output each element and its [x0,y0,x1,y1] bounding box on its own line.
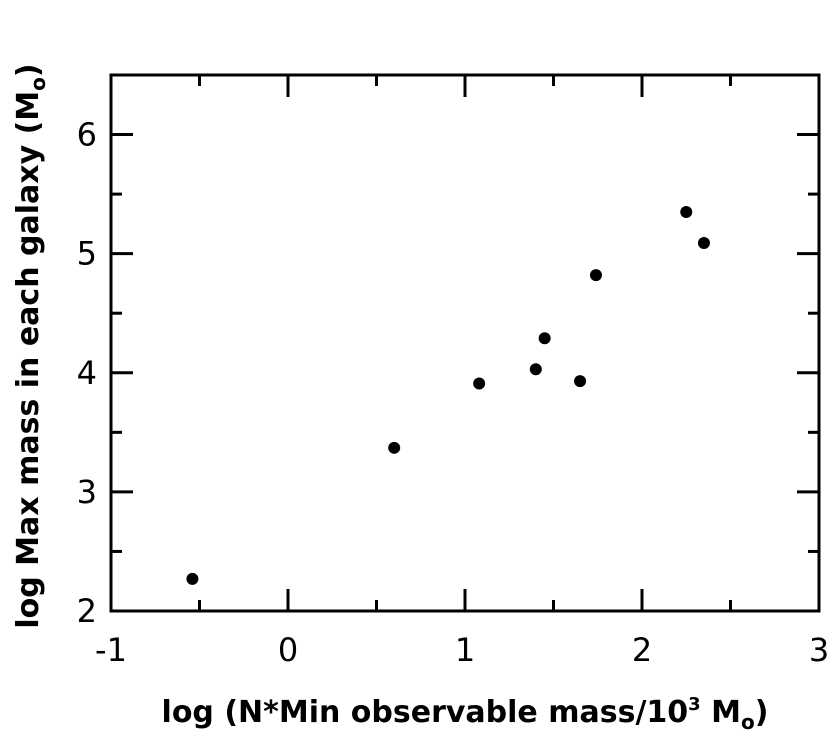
y-axis-label-prefix: log Max mass in each galaxy (M [11,91,46,629]
x-tick-label: -1 [95,631,127,669]
x-tick-label: 1 [455,631,475,669]
plot-frame [109,73,821,613]
y-tick-labels: 2 3 4 5 6 [77,116,97,630]
y-axis-label: log Max mass in each galaxy (Mo) [11,63,50,628]
data-point [574,375,587,388]
x-tick-label: 2 [632,631,652,669]
x-axis-label-exponent: 3 [688,694,701,715]
y-axis-label-suffix: ) [11,63,46,77]
y-tick-label: 6 [77,116,97,154]
data-point [697,236,710,249]
data-points [186,205,710,585]
x-axis-label-subscript: o [741,710,755,734]
tick-marks [109,73,821,613]
y-tick-label: 5 [77,235,97,273]
data-point [680,205,693,218]
x-axis-label-suffix: ) [755,695,769,730]
data-point [473,377,486,390]
data-point [388,441,401,454]
y-axis-label-subscript: o [26,77,50,91]
x-tick-labels: -1 0 1 2 3 [95,631,829,669]
y-tick-label: 4 [77,354,97,392]
data-point [538,332,551,345]
y-tick-label: 3 [77,473,97,511]
data-point [529,363,542,376]
x-tick-label: 0 [278,631,298,669]
y-tick-label: 2 [77,592,97,630]
data-point [589,269,602,282]
x-tick-label: 3 [809,631,829,669]
data-point [186,572,199,585]
x-axis-label-prefix: log (N*Min observable mass/10 [162,695,689,730]
x-axis-label: log (N*Min observable mass/103 Mo) [162,694,769,734]
x-axis-label-mid: M [701,695,741,730]
